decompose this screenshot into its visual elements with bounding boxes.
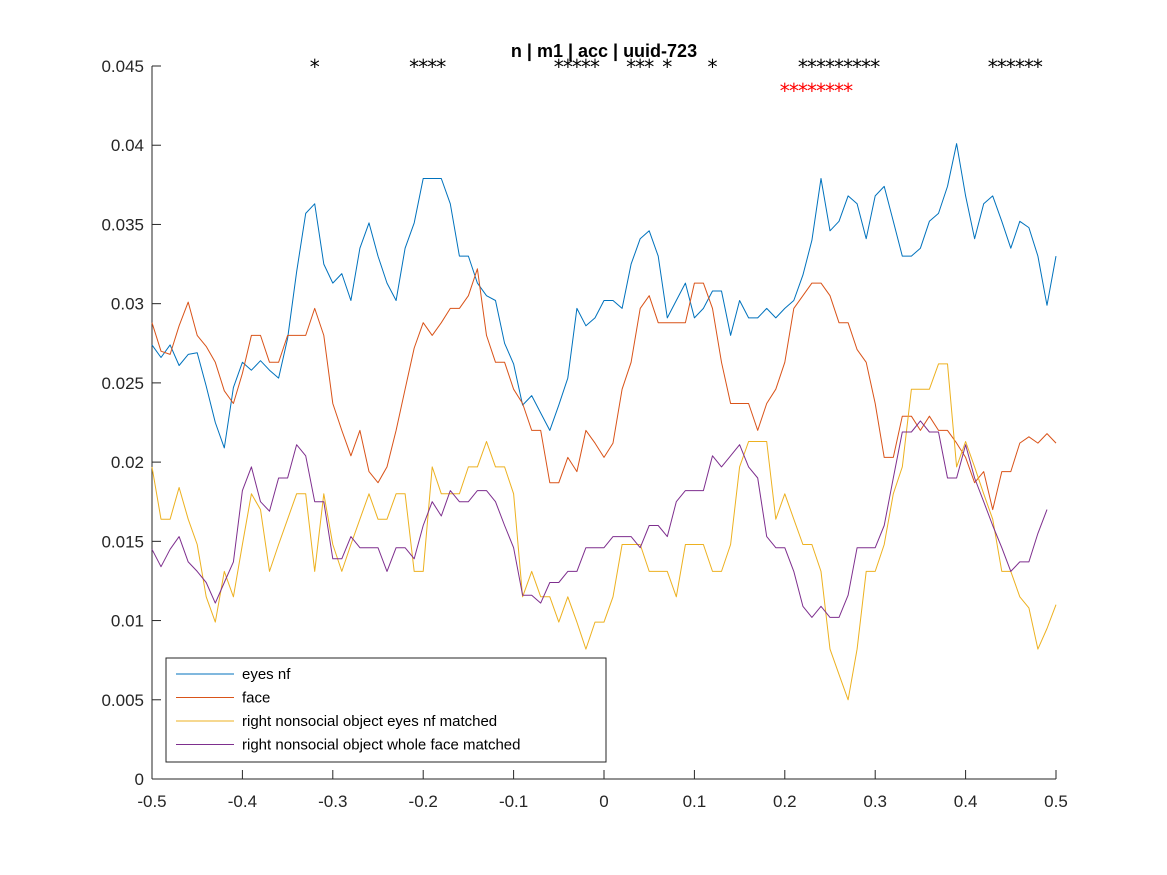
y-axis: 0 0.005 0.01 0.015 0.02 0.025 0.03 0.035 0.04 0.0…: [101, 57, 161, 789]
x-tick-label: -0.1: [499, 792, 528, 811]
y-tick-label: 0.03: [111, 295, 144, 314]
significance-asterisk: *: [870, 55, 880, 79]
x-tick-label: 0.4: [954, 792, 978, 811]
y-tick-label: 0.005: [101, 691, 144, 710]
significance-asterisk: *: [807, 55, 817, 79]
significance-asterisk: *: [798, 55, 808, 79]
legend-label: eyes nf: [242, 666, 291, 683]
significance-asterisk: *: [988, 55, 998, 79]
x-tick-label: 0.3: [863, 792, 887, 811]
legend-label: face: [242, 690, 270, 707]
significance-asterisk: *: [662, 55, 672, 79]
x-tick-label: -0.2: [409, 792, 438, 811]
y-tick-label: 0: [135, 770, 144, 789]
significance-asterisk: *: [409, 55, 419, 79]
series-line-4: [151, 420, 1048, 618]
x-tick-label: 0.2: [773, 792, 797, 811]
significance-asterisk: *: [1024, 55, 1034, 79]
significance-asterisk: *: [1033, 55, 1043, 79]
significance-asterisk: *: [554, 55, 564, 79]
significance-asterisk: *: [310, 55, 320, 79]
series-lines: [151, 143, 1057, 701]
legend-label: right nonsocial object eyes nf matched: [242, 713, 497, 730]
significance-asterisk: *: [418, 55, 428, 79]
significance-asterisk: *: [590, 55, 600, 79]
significance-asterisk: *: [1015, 55, 1025, 79]
y-tick-label: 0.015: [101, 532, 144, 551]
significance-asterisk-red: *: [843, 79, 853, 103]
significance-asterisk: *: [436, 55, 446, 79]
x-tick-label: -0.3: [318, 792, 347, 811]
legend-box: [165, 657, 607, 763]
y-tick-label: 0.025: [101, 374, 144, 393]
significance-asterisk: *: [825, 55, 835, 79]
x-axis: -0.5 -0.4 -0.3 -0.2 -0.1 0 0.1 0.2 0.3 0.4 0.5: [137, 770, 1068, 811]
y-tick-label: 0.035: [101, 215, 144, 234]
significance-asterisk-red: *: [780, 79, 790, 103]
series-line-3: [151, 363, 1057, 701]
significance-asterisk-red: *: [816, 79, 826, 103]
significance-asterisk: *: [572, 55, 582, 79]
x-tick-label: 0.1: [683, 792, 707, 811]
significance-asterisk: *: [834, 55, 844, 79]
legend: eyes nf face right nonsocial object eyes n…: [165, 657, 607, 763]
y-tick-label: 0.04: [111, 136, 144, 155]
significance-asterisk: *: [1006, 55, 1016, 79]
significance-asterisk-red: *: [789, 79, 799, 103]
x-tick-label: -0.5: [137, 792, 166, 811]
chart-title: n | m1 | acc | uuid-723: [511, 41, 697, 61]
significance-markers: * * * * * * * * * * * * * * * * * * * * * * * * * * * * * ** * * * * * * *: [310, 55, 1043, 103]
significance-asterisk: *: [635, 55, 645, 79]
y-tick-label: 0.01: [111, 612, 144, 631]
significance-asterisk: *: [852, 55, 862, 79]
series-line-1: [151, 143, 1057, 449]
significance-asterisk: *: [843, 55, 853, 79]
series-line-2: [151, 268, 1057, 511]
significance-asterisk: *: [626, 55, 636, 79]
significance-asterisk: *: [707, 55, 717, 79]
significance-asterisk: *: [644, 55, 654, 79]
significance-asterisk: *: [581, 55, 591, 79]
y-tick-label: 0.02: [111, 453, 144, 472]
significance-asterisk: *: [563, 55, 573, 79]
significance-asterisk: *: [816, 55, 826, 79]
significance-asterisk: *: [861, 55, 871, 79]
x-tick-label: 0: [599, 792, 608, 811]
legend-label: right nonsocial object whole face matche…: [242, 737, 521, 754]
significance-asterisk-red: *: [825, 79, 835, 103]
y-tick-label: 0.045: [101, 57, 144, 76]
significance-asterisk: *: [427, 55, 437, 79]
significance-asterisk-red: *: [834, 79, 844, 103]
significance-asterisk-red: *: [798, 79, 808, 103]
x-tick-label: -0.4: [228, 792, 257, 811]
x-tick-label: 0.5: [1044, 792, 1068, 811]
significance-asterisk-red: *: [807, 79, 817, 103]
significance-asterisk: *: [997, 55, 1007, 79]
